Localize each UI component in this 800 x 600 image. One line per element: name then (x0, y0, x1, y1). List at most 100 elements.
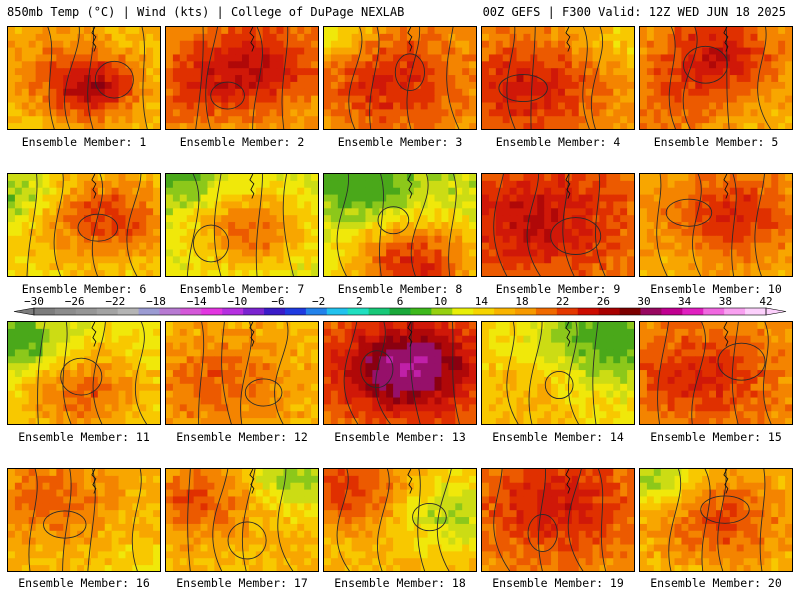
height-contour (410, 174, 429, 276)
run-valid-time: 00Z GEFS | F300 Valid: 12Z WED JUN 18 20… (482, 5, 786, 19)
height-contour (282, 174, 294, 276)
height-contour (193, 224, 230, 263)
height-contour (526, 174, 541, 276)
height-contour (700, 495, 750, 524)
height-contour (255, 174, 263, 276)
height-contour (37, 322, 46, 424)
height-contour (410, 322, 421, 424)
height-contour (379, 174, 384, 276)
height-contour (754, 174, 765, 276)
ensemble-member-map (481, 321, 635, 425)
height-contour (348, 27, 363, 129)
scale-tick-label: 6 (397, 296, 404, 308)
scale-swatch (117, 308, 139, 315)
height-contour (731, 174, 737, 276)
height-contour (717, 342, 766, 381)
height-contour (26, 174, 38, 276)
height-contour (493, 174, 508, 276)
scale-swatch (243, 308, 265, 315)
scale-swatch (222, 308, 244, 315)
height-contour (665, 198, 713, 227)
height-contour (528, 322, 543, 424)
ensemble-member-map (639, 321, 793, 425)
height-contour (64, 27, 80, 129)
height-contour (244, 378, 283, 407)
scale-tick-label: 14 (475, 296, 489, 308)
coastline (91, 27, 97, 52)
scale-swatch (201, 308, 223, 315)
scale-swatch (305, 308, 328, 315)
height-contour (412, 503, 447, 532)
height-contour (759, 469, 766, 571)
height-contour (498, 74, 548, 103)
scale-swatch (619, 308, 641, 315)
scale-swatch (389, 308, 411, 315)
ensemble-member-map (323, 173, 477, 277)
scale-swatch (75, 308, 98, 315)
height-contour (446, 27, 460, 129)
member-label: Ensemble Member: 13 (334, 430, 466, 444)
coastline (723, 322, 729, 347)
scale-tick-label: −26 (65, 296, 85, 308)
scale-swatch (159, 308, 181, 315)
member-label: Ensemble Member: 11 (18, 430, 150, 444)
height-contour (406, 27, 421, 129)
height-contour (568, 322, 580, 424)
coastline (249, 322, 255, 347)
height-contour (135, 322, 148, 424)
height-contour (682, 27, 698, 129)
member-label: Ensemble Member: 7 (179, 282, 305, 296)
scale-tick-label: 30 (637, 296, 650, 308)
member-label: Ensemble Member: 14 (492, 430, 624, 444)
scale-swatch (703, 308, 725, 315)
scale-swatch (535, 308, 558, 315)
height-contour (692, 174, 702, 276)
scale-swatch (556, 308, 579, 315)
scale-swatch (577, 308, 600, 315)
member-label: Ensemble Member: 16 (18, 576, 150, 590)
scale-tick-label: −30 (24, 296, 44, 308)
height-contour (43, 510, 87, 539)
scale-swatch (661, 308, 683, 315)
scale-swatch (452, 308, 474, 315)
scale-swatch (640, 308, 662, 315)
ensemble-member-map (7, 26, 161, 130)
coastline (565, 469, 571, 494)
height-contour (141, 27, 148, 129)
ensemble-member-map (7, 321, 161, 425)
member-label: Ensemble Member: 6 (21, 282, 147, 296)
scale-swatch (54, 308, 77, 315)
coastline (407, 469, 413, 494)
height-contour (394, 53, 425, 92)
scale-arrow-right (765, 307, 787, 316)
scale-swatch (682, 308, 704, 315)
height-contour (567, 469, 584, 571)
coastline (407, 27, 413, 52)
height-contour (527, 513, 558, 552)
height-contour (691, 322, 706, 424)
coastline (565, 27, 571, 52)
member-label: Ensemble Member: 4 (495, 135, 621, 149)
height-contour (683, 45, 728, 84)
scale-tick-label: −2 (312, 296, 325, 308)
height-contour (657, 322, 669, 424)
map-title: 850mb Temp (°C) | Wind (kts) | College o… (7, 5, 405, 19)
temperature-color-scale: −30 −26 −22 −18 −14 −10 −6 −2 2 6 10 14 18 22 26 30 34 38… (13, 296, 787, 316)
height-contour (369, 27, 380, 129)
height-contour (91, 174, 104, 276)
height-contour (701, 469, 711, 571)
scale-tick-label: −18 (146, 296, 166, 308)
height-contour (227, 521, 267, 560)
height-contour (195, 27, 204, 129)
height-contour (436, 469, 452, 571)
coastline (407, 322, 413, 347)
scale-swatch (724, 308, 746, 315)
height-contour (210, 81, 245, 110)
height-contour (451, 322, 460, 424)
member-label: Ensemble Member: 3 (337, 135, 463, 149)
height-contour (47, 27, 55, 129)
coastline (565, 322, 571, 347)
scale-swatch (264, 308, 286, 315)
height-contour (240, 322, 252, 424)
ensemble-member-map (165, 321, 319, 425)
